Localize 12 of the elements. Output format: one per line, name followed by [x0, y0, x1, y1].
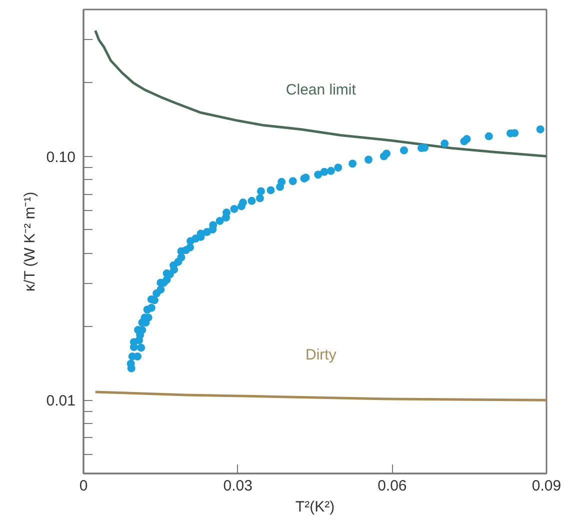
y-axis-title: κ/T (W K⁻² m⁻¹): [21, 192, 38, 292]
text: Dirty: [306, 346, 337, 364]
series-label: Clean limit: [286, 81, 357, 98]
line-series: [94, 390, 546, 402]
x-tick-label: 0.03: [223, 478, 252, 494]
x-tick-label: 0.09: [532, 478, 562, 494]
y-tick-label: 0.10: [46, 148, 76, 166]
y-tick-label: 0.01: [46, 392, 76, 410]
x-tick-label: 0: [79, 478, 88, 494]
x-tick-label: 0.06: [378, 478, 407, 494]
line-series: [94, 29, 546, 158]
x-axis-title: T²(K²): [295, 498, 335, 516]
